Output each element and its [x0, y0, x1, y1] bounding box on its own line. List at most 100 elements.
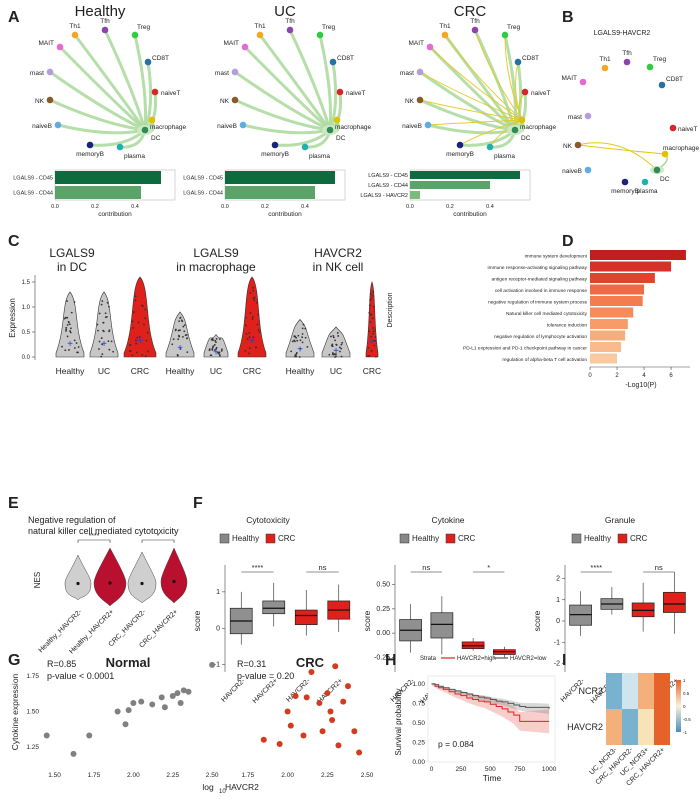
cell-point [215, 346, 218, 349]
contribution-bar [410, 191, 420, 199]
cell-point [256, 301, 258, 304]
cell-point [244, 349, 247, 352]
cell-point [216, 351, 219, 354]
node-label: DC [336, 135, 346, 142]
interaction-edge [133, 34, 148, 131]
cell-point [185, 334, 188, 336]
mean-marker: + [101, 339, 107, 350]
cell-point [61, 345, 63, 348]
boxplot-title: Granule [605, 515, 636, 525]
cell-point [137, 321, 140, 324]
panel-e-title: Negative regulation of [28, 515, 116, 525]
sig-bracket [141, 539, 175, 543]
cell-point [302, 323, 305, 326]
cell-point [178, 335, 181, 338]
row-label: HAVCR2 [567, 722, 603, 732]
cell-point [106, 315, 108, 318]
node-label: DC [151, 135, 161, 142]
y-tick-label: 1.0 [22, 305, 31, 311]
cell-point [371, 317, 374, 320]
cell-point [257, 313, 260, 316]
node-label: Tfh [100, 18, 110, 25]
cell-point [138, 335, 141, 338]
scatter-point [174, 690, 181, 697]
violin-title: in DC [57, 260, 87, 274]
term-label: negative regulation of immune system pro… [488, 299, 588, 305]
cell-point [299, 339, 302, 342]
panel-letter-i: I [562, 652, 566, 669]
x-tick-label: 2 [615, 373, 619, 379]
x-tick-label: 1000 [542, 766, 557, 773]
node-label: MAIT [38, 40, 54, 47]
node-label: naiveT [678, 126, 698, 133]
scatter-point [180, 687, 187, 694]
group-label: Healthy [166, 366, 196, 376]
scatter-point [344, 683, 351, 690]
cell-point [370, 349, 373, 352]
contribution-bars-crc: LGALS9 - CD45 LGALS9 - CD44 LGALS9 - HAVCR… [360, 169, 531, 218]
bar-xlabel: contribution [98, 211, 132, 218]
cell-point [218, 351, 221, 354]
node-label: macrophage [520, 124, 557, 131]
boxplot-title: Cytokine [431, 515, 464, 525]
scatter-point [185, 688, 192, 695]
circle-plot-title: Healthy [75, 3, 126, 20]
interaction-edge [473, 29, 517, 131]
cell-point [370, 313, 373, 316]
violin-title: HAVCR2 [314, 246, 362, 260]
bar-category-label: LGALS9 - CD44 [368, 183, 408, 189]
enrichment-bar [590, 330, 626, 341]
node-cd8t [144, 58, 152, 66]
node-naivet [669, 124, 677, 132]
cell-point [257, 328, 260, 331]
cell-point [65, 328, 68, 331]
cell-point [336, 332, 339, 334]
node-label: memoryB [76, 151, 104, 158]
cell-point [98, 312, 101, 315]
nes-violin [160, 547, 188, 604]
legend-label: HAVCR2=low [510, 656, 547, 662]
scatter-point [114, 708, 121, 715]
y-axis-label: score [532, 610, 542, 631]
heatmap-cell [654, 673, 670, 709]
group-label: CRC [131, 366, 149, 376]
legend-tick: 0.5 [683, 691, 690, 696]
sig-label: ns [422, 563, 430, 572]
legend-tick: -0.5 [683, 717, 691, 722]
node-cd8t [329, 58, 337, 66]
cell-point [252, 289, 255, 292]
bar-tick: 0.0 [221, 204, 229, 210]
node-label: Tfh [470, 18, 480, 25]
cell-point [252, 297, 255, 300]
node-naiveb [54, 121, 62, 129]
crc-edge [429, 46, 523, 121]
cell-point [251, 318, 254, 320]
cell-point [215, 337, 218, 340]
cell-point [102, 321, 105, 324]
legend-swatch-healthy [219, 533, 230, 544]
enrichment-bar [590, 307, 634, 318]
cell-point [369, 293, 372, 296]
heatmap-cell [638, 709, 654, 745]
node-label: macrophage [335, 124, 372, 131]
interaction-edge [49, 70, 146, 132]
survival-curve [431, 683, 550, 722]
r-value: R=0.31 [237, 659, 266, 669]
x-tick-label: 500 [485, 766, 496, 773]
y-tick-label: -2 [554, 661, 560, 668]
bar-tick: 0.2 [446, 204, 454, 210]
scatter-point [356, 749, 363, 756]
cell-point [97, 329, 99, 332]
node-plasma [641, 178, 649, 186]
term-label: Natural killer cell mediated cytotoxicit… [506, 311, 588, 317]
term-label: negative regulation of lymphocyte activa… [494, 334, 587, 340]
violin-shape [123, 276, 157, 358]
violin-title: LGALS9 [49, 246, 95, 260]
cell-point [64, 349, 67, 352]
contribution-bars-healthy: LGALS9 - CD45 LGALS9 - CD44 0.0 0.2 0.4contr… [13, 169, 176, 218]
scatter-point [43, 732, 50, 739]
y-axis-label: score [192, 610, 202, 631]
cell-point [132, 327, 135, 329]
legend-label: CRC [278, 534, 296, 543]
